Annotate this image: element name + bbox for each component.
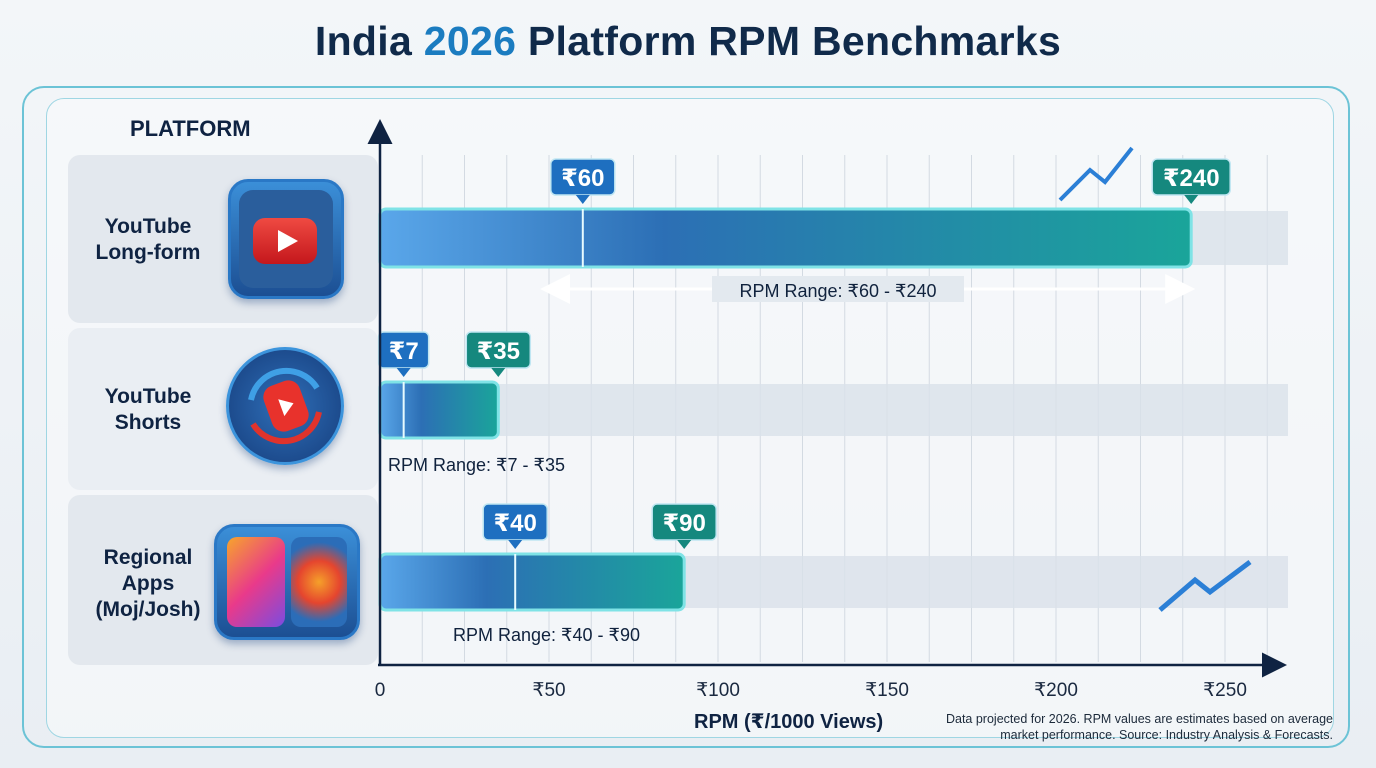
min-badge-pointer: [575, 195, 590, 204]
range-label: RPM Range: ₹7 - ₹35: [388, 455, 565, 475]
youtube-play-icon: [228, 179, 344, 299]
x-tick-label: 0: [375, 680, 386, 701]
x-tick-label: ₹50: [532, 680, 565, 701]
outer-frame: [22, 86, 1350, 748]
footnote-line: market performance. Source: Industry Ana…: [1000, 728, 1333, 742]
trend-arrow-icon: [1058, 146, 1134, 202]
label-line: Shorts: [114, 411, 182, 434]
x-tick-label: ₹150: [865, 680, 909, 701]
label-line: Long-form: [95, 241, 201, 264]
max-value-label: ₹35: [477, 338, 520, 365]
min-badge-pointer: [396, 368, 411, 377]
moj-josh-app-icon: [214, 524, 360, 640]
range-label-bg: [712, 276, 964, 302]
label-line: YouTube: [104, 385, 192, 408]
min-value-label: ₹60: [561, 165, 604, 192]
max-value-label: ₹90: [662, 510, 705, 537]
min-badge-pointer: [508, 540, 523, 549]
title-prefix: India: [314, 18, 424, 64]
footnote-line: Data projected for 2026. RPM values are …: [945, 712, 1333, 726]
row-label-youtube-shorts: YouTube Shorts: [70, 384, 226, 436]
trend-arrow-icon: [1158, 560, 1252, 612]
label-line: YouTube: [104, 215, 192, 238]
x-axis-title: RPM (₹/1000 Views): [694, 711, 884, 733]
youtube-shorts-icon: [226, 347, 344, 465]
rpm-range-bar: [378, 380, 500, 440]
label-line: (Moj/Josh): [95, 598, 201, 621]
x-tick-label: ₹200: [1034, 680, 1078, 701]
moj-icon: [227, 537, 285, 627]
min-value-label: ₹40: [493, 510, 536, 537]
label-line: Regional: [103, 546, 193, 569]
label-line: Apps: [121, 572, 175, 595]
footnote: Data projected for 2026. RPM values are …: [900, 711, 1333, 743]
rpm-range-bar: [378, 207, 1193, 269]
max-badge-pointer: [491, 368, 506, 377]
max-value-label: ₹240: [1163, 165, 1220, 192]
min-value-label: ₹7: [389, 338, 419, 365]
platform-axis-header: PLATFORM: [130, 116, 251, 141]
max-badge-pointer: [1184, 195, 1199, 204]
row-label-regional-apps: Regional Apps (Moj/Josh): [70, 545, 226, 623]
max-badge-pointer: [677, 540, 692, 549]
josh-flame-icon: [291, 537, 347, 627]
chart-title: India 2026 Platform RPM Benchmarks: [0, 18, 1376, 65]
rpm-range-bar: [378, 552, 686, 612]
title-year: 2026: [423, 18, 517, 64]
refresh-arrows-icon: [248, 367, 322, 445]
play-button-icon: [253, 218, 317, 264]
x-tick-label: ₹250: [1203, 680, 1247, 701]
row-label-youtube-longform: YouTube Long-form: [70, 214, 226, 266]
bar-track: [380, 384, 1288, 436]
title-suffix: Platform RPM Benchmarks: [516, 18, 1062, 64]
range-label: RPM Range: ₹40 - ₹90: [453, 625, 640, 645]
x-tick-label: ₹100: [696, 680, 740, 701]
range-label: RPM Range: ₹60 - ₹240: [740, 281, 937, 301]
